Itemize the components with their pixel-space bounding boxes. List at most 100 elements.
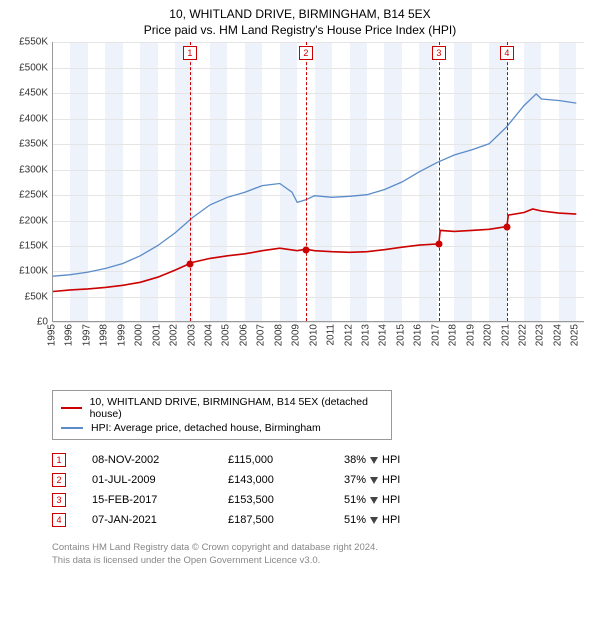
sale-diff-rel: HPI — [382, 514, 400, 526]
sale-row: 2 01-JUL-2009 £143,000 37% HPI — [52, 470, 592, 490]
sale-diff-rel: HPI — [382, 454, 400, 466]
x-tick-label: 2018 — [448, 324, 459, 346]
legend-label: 10, WHITLAND DRIVE, BIRMINGHAM, B14 5EX … — [90, 396, 383, 420]
legend-swatch — [61, 427, 83, 429]
x-tick-label: 2005 — [221, 324, 232, 346]
sale-marker-label: 2 — [299, 46, 313, 60]
x-tick-label: 2003 — [186, 324, 197, 346]
sale-price: £187,500 — [228, 514, 318, 526]
x-tick-label: 2013 — [360, 324, 371, 346]
chart-container: 10, WHITLAND DRIVE, BIRMINGHAM, B14 5EX … — [0, 0, 600, 572]
x-tick-label: 1999 — [116, 324, 127, 346]
x-tick-label: 2004 — [203, 324, 214, 346]
sale-marker-line — [306, 42, 307, 321]
y-tick-label: £350K — [19, 139, 48, 150]
arrow-down-icon — [370, 457, 378, 464]
sale-price: £115,000 — [228, 454, 318, 466]
x-tick-label: 1997 — [81, 324, 92, 346]
sale-point — [186, 260, 193, 267]
sale-diff-pct: 37% — [344, 474, 366, 486]
attribution-line: Contains HM Land Registry data © Crown c… — [52, 542, 592, 555]
x-tick-label: 2021 — [500, 324, 511, 346]
arrow-down-icon — [370, 517, 378, 524]
title-subtitle: Price paid vs. HM Land Registry's House … — [8, 22, 592, 38]
x-axis-labels: 1995199619971998199920002001200220032004… — [52, 324, 584, 380]
legend: 10, WHITLAND DRIVE, BIRMINGHAM, B14 5EX … — [52, 390, 392, 440]
x-tick-label: 2000 — [134, 324, 145, 346]
x-tick-label: 2009 — [291, 324, 302, 346]
sale-row: 1 08-NOV-2002 £115,000 38% HPI — [52, 450, 592, 470]
x-tick-label: 2007 — [256, 324, 267, 346]
x-tick-label: 2011 — [326, 324, 337, 346]
sale-marker-label: 1 — [183, 46, 197, 60]
legend-item: HPI: Average price, detached house, Birm… — [61, 421, 383, 435]
x-tick-label: 2006 — [238, 324, 249, 346]
y-tick-label: £550K — [19, 37, 48, 48]
sale-marker-label: 4 — [500, 46, 514, 60]
y-tick-label: £450K — [19, 88, 48, 99]
x-tick-label: 2008 — [273, 324, 284, 346]
x-tick-label: 2017 — [430, 324, 441, 346]
sale-marker-line — [190, 42, 191, 321]
arrow-down-icon — [370, 497, 378, 504]
sale-index: 2 — [52, 473, 66, 487]
x-tick-label: 2014 — [378, 324, 389, 346]
sale-diff-pct: 51% — [344, 514, 366, 526]
line-series-svg — [53, 42, 585, 322]
sale-point — [435, 241, 442, 248]
x-tick-label: 2016 — [413, 324, 424, 346]
series-hpi — [53, 94, 576, 276]
sale-date: 07-JAN-2021 — [92, 514, 202, 526]
sale-price: £153,500 — [228, 494, 318, 506]
sale-point — [503, 223, 510, 230]
y-tick-label: £200K — [19, 215, 48, 226]
sale-index: 1 — [52, 453, 66, 467]
sale-row: 315-FEB-2017£153,50051%HPI — [52, 490, 592, 510]
x-tick-label: 2024 — [552, 324, 563, 346]
sale-point — [302, 246, 309, 253]
attribution: Contains HM Land Registry data © Crown c… — [52, 542, 592, 568]
sale-diff: 51%HPI — [344, 494, 400, 506]
sale-diff: 37% HPI — [344, 474, 400, 486]
chart-area: £0£50K£100K£150K£200K£250K£300K£350K£400… — [8, 42, 592, 382]
sale-date: 15-FEB-2017 — [92, 494, 202, 506]
x-tick-label: 1998 — [99, 324, 110, 346]
attribution-line: This data is licensed under the Open Gov… — [52, 555, 592, 568]
x-tick-label: 2023 — [535, 324, 546, 346]
arrow-down-icon — [370, 477, 378, 484]
y-tick-label: £100K — [19, 266, 48, 277]
sale-marker-line — [507, 42, 508, 321]
legend-label: HPI: Average price, detached house, Birm… — [91, 422, 321, 434]
sale-date: 01-JUL-2009 — [92, 474, 202, 486]
x-tick-label: 2012 — [343, 324, 354, 346]
legend-item: 10, WHITLAND DRIVE, BIRMINGHAM, B14 5EX … — [61, 395, 383, 421]
x-tick-label: 1995 — [47, 324, 58, 346]
plot-region: 1 2 3 4 — [52, 42, 584, 322]
x-tick-label: 1996 — [64, 324, 75, 346]
sale-marker-label: 3 — [432, 46, 446, 60]
y-tick-label: £150K — [19, 241, 48, 252]
y-tick-label: £50K — [25, 291, 48, 302]
sale-diff-pct: 38% — [344, 454, 366, 466]
sales-table: 1 08-NOV-2002 £115,000 38% HPI 2 01-JUL-2009 £1… — [52, 450, 592, 530]
chart-title: 10, WHITLAND DRIVE, BIRMINGHAM, B14 5EX … — [8, 6, 592, 38]
x-tick-label: 2010 — [308, 324, 319, 346]
title-address: 10, WHITLAND DRIVE, BIRMINGHAM, B14 5EX — [8, 6, 592, 22]
x-tick-label: 2001 — [151, 324, 162, 346]
sale-date: 08-NOV-2002 — [92, 454, 202, 466]
y-tick-label: £300K — [19, 164, 48, 175]
series-property — [53, 209, 576, 292]
y-tick-label: £400K — [19, 113, 48, 124]
x-tick-label: 2025 — [570, 324, 581, 346]
x-tick-label: 2015 — [395, 324, 406, 346]
sale-index: 4 — [52, 513, 66, 527]
x-tick-label: 2020 — [483, 324, 494, 346]
legend-swatch — [61, 407, 82, 409]
sale-row: 4 07-JAN-2021 £187,500 51% HPI — [52, 510, 592, 530]
sale-price: £143,000 — [228, 474, 318, 486]
sale-diff-rel: HPI — [382, 474, 400, 486]
y-tick-label: £500K — [19, 62, 48, 73]
sale-diff: 38% HPI — [344, 454, 400, 466]
x-tick-label: 2022 — [517, 324, 528, 346]
sale-diff: 51% HPI — [344, 514, 400, 526]
